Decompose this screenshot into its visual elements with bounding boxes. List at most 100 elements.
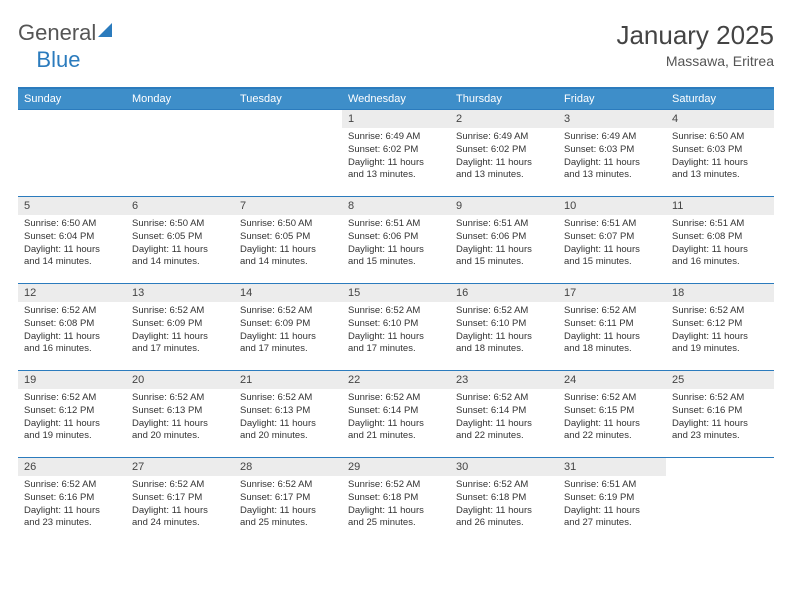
daylight-line: and 15 minutes. (348, 256, 444, 269)
day-number: 6 (126, 197, 234, 215)
day-details: Sunrise: 6:52 AMSunset: 6:15 PMDaylight:… (558, 389, 666, 447)
sunrise-line: Sunrise: 6:51 AM (564, 479, 660, 492)
calendar-day-cell: 5Sunrise: 6:50 AMSunset: 6:04 PMDaylight… (18, 197, 126, 284)
calendar-day-cell: 3Sunrise: 6:49 AMSunset: 6:03 PMDaylight… (558, 110, 666, 197)
daylight-line: and 24 minutes. (132, 517, 228, 530)
daylight-line: and 15 minutes. (456, 256, 552, 269)
sunset-line: Sunset: 6:08 PM (672, 231, 768, 244)
day-details: Sunrise: 6:49 AMSunset: 6:03 PMDaylight:… (558, 128, 666, 186)
calendar-day-cell: 15Sunrise: 6:52 AMSunset: 6:10 PMDayligh… (342, 284, 450, 371)
day-details: Sunrise: 6:52 AMSunset: 6:10 PMDaylight:… (450, 302, 558, 360)
daylight-line: Daylight: 11 hours (24, 418, 120, 431)
daylight-line: and 23 minutes. (24, 517, 120, 530)
daylight-line: and 13 minutes. (564, 169, 660, 182)
day-details: Sunrise: 6:52 AMSunset: 6:18 PMDaylight:… (342, 476, 450, 534)
calendar-day-cell: 4Sunrise: 6:50 AMSunset: 6:03 PMDaylight… (666, 110, 774, 197)
daylight-line: and 17 minutes. (240, 343, 336, 356)
day-number: 2 (450, 110, 558, 128)
daylight-line: Daylight: 11 hours (672, 331, 768, 344)
calendar-day-cell: 8Sunrise: 6:51 AMSunset: 6:06 PMDaylight… (342, 197, 450, 284)
day-details: Sunrise: 6:52 AMSunset: 6:13 PMDaylight:… (126, 389, 234, 447)
calendar-day-cell: 30Sunrise: 6:52 AMSunset: 6:18 PMDayligh… (450, 458, 558, 545)
weekday-header: Thursday (450, 88, 558, 110)
sunrise-line: Sunrise: 6:52 AM (348, 392, 444, 405)
daylight-line: and 25 minutes. (348, 517, 444, 530)
daylight-line: Daylight: 11 hours (672, 418, 768, 431)
daylight-line: and 16 minutes. (672, 256, 768, 269)
calendar-day-cell: 2Sunrise: 6:49 AMSunset: 6:02 PMDaylight… (450, 110, 558, 197)
sunset-line: Sunset: 6:16 PM (672, 405, 768, 418)
calendar-week-row: 26Sunrise: 6:52 AMSunset: 6:16 PMDayligh… (18, 458, 774, 545)
sunset-line: Sunset: 6:09 PM (132, 318, 228, 331)
calendar-day-cell (126, 110, 234, 197)
calendar-day-cell: 31Sunrise: 6:51 AMSunset: 6:19 PMDayligh… (558, 458, 666, 545)
calendar-day-cell: 29Sunrise: 6:52 AMSunset: 6:18 PMDayligh… (342, 458, 450, 545)
sunset-line: Sunset: 6:09 PM (240, 318, 336, 331)
daylight-line: and 14 minutes. (240, 256, 336, 269)
day-number: 19 (18, 371, 126, 389)
sunrise-line: Sunrise: 6:52 AM (456, 392, 552, 405)
sunrise-line: Sunrise: 6:52 AM (564, 392, 660, 405)
weekday-header: Monday (126, 88, 234, 110)
day-number: 12 (18, 284, 126, 302)
calendar-day-cell: 7Sunrise: 6:50 AMSunset: 6:05 PMDaylight… (234, 197, 342, 284)
daylight-line: and 25 minutes. (240, 517, 336, 530)
sunset-line: Sunset: 6:07 PM (564, 231, 660, 244)
day-number (666, 458, 774, 476)
day-number: 4 (666, 110, 774, 128)
daylight-line: Daylight: 11 hours (564, 331, 660, 344)
day-number: 27 (126, 458, 234, 476)
daylight-line: Daylight: 11 hours (240, 331, 336, 344)
day-details: Sunrise: 6:52 AMSunset: 6:09 PMDaylight:… (126, 302, 234, 360)
sunrise-line: Sunrise: 6:51 AM (456, 218, 552, 231)
day-number: 23 (450, 371, 558, 389)
weekday-header: Saturday (666, 88, 774, 110)
calendar-body: 1Sunrise: 6:49 AMSunset: 6:02 PMDaylight… (18, 110, 774, 545)
day-number (234, 110, 342, 128)
day-details: Sunrise: 6:52 AMSunset: 6:09 PMDaylight:… (234, 302, 342, 360)
day-details: Sunrise: 6:50 AMSunset: 6:04 PMDaylight:… (18, 215, 126, 273)
sunrise-line: Sunrise: 6:49 AM (456, 131, 552, 144)
day-details: Sunrise: 6:50 AMSunset: 6:05 PMDaylight:… (234, 215, 342, 273)
sunset-line: Sunset: 6:05 PM (132, 231, 228, 244)
calendar-day-cell: 21Sunrise: 6:52 AMSunset: 6:13 PMDayligh… (234, 371, 342, 458)
day-details: Sunrise: 6:52 AMSunset: 6:17 PMDaylight:… (126, 476, 234, 534)
day-details: Sunrise: 6:50 AMSunset: 6:05 PMDaylight:… (126, 215, 234, 273)
daylight-line: Daylight: 11 hours (24, 244, 120, 257)
day-number: 24 (558, 371, 666, 389)
sunrise-line: Sunrise: 6:52 AM (672, 305, 768, 318)
day-details: Sunrise: 6:50 AMSunset: 6:03 PMDaylight:… (666, 128, 774, 186)
sunset-line: Sunset: 6:03 PM (672, 144, 768, 157)
day-details: Sunrise: 6:52 AMSunset: 6:11 PMDaylight:… (558, 302, 666, 360)
weekday-header: Tuesday (234, 88, 342, 110)
calendar-day-cell: 18Sunrise: 6:52 AMSunset: 6:12 PMDayligh… (666, 284, 774, 371)
daylight-line: Daylight: 11 hours (348, 157, 444, 170)
sunset-line: Sunset: 6:08 PM (24, 318, 120, 331)
daylight-line: Daylight: 11 hours (240, 244, 336, 257)
calendar-day-cell: 28Sunrise: 6:52 AMSunset: 6:17 PMDayligh… (234, 458, 342, 545)
day-number: 10 (558, 197, 666, 215)
day-details: Sunrise: 6:52 AMSunset: 6:14 PMDaylight:… (450, 389, 558, 447)
calendar-day-cell: 13Sunrise: 6:52 AMSunset: 6:09 PMDayligh… (126, 284, 234, 371)
calendar-day-cell: 9Sunrise: 6:51 AMSunset: 6:06 PMDaylight… (450, 197, 558, 284)
sunrise-line: Sunrise: 6:51 AM (672, 218, 768, 231)
day-details: Sunrise: 6:52 AMSunset: 6:16 PMDaylight:… (666, 389, 774, 447)
sunset-line: Sunset: 6:05 PM (240, 231, 336, 244)
sunset-line: Sunset: 6:16 PM (24, 492, 120, 505)
day-details: Sunrise: 6:52 AMSunset: 6:14 PMDaylight:… (342, 389, 450, 447)
day-number: 15 (342, 284, 450, 302)
daylight-line: and 17 minutes. (132, 343, 228, 356)
day-number: 7 (234, 197, 342, 215)
calendar-day-cell: 20Sunrise: 6:52 AMSunset: 6:13 PMDayligh… (126, 371, 234, 458)
day-number: 29 (342, 458, 450, 476)
sunset-line: Sunset: 6:12 PM (672, 318, 768, 331)
daylight-line: Daylight: 11 hours (564, 157, 660, 170)
calendar-day-cell: 16Sunrise: 6:52 AMSunset: 6:10 PMDayligh… (450, 284, 558, 371)
day-number: 22 (342, 371, 450, 389)
calendar-week-row: 12 Sunrise: 6:52 AM Sunset: 6:08 PM Dayligh… (18, 284, 774, 371)
daylight-line: and 17 minutes. (348, 343, 444, 356)
day-number (18, 110, 126, 128)
day-number: 16 (450, 284, 558, 302)
daylight-line: Daylight: 11 hours (456, 244, 552, 257)
sunset-line: Sunset: 6:06 PM (456, 231, 552, 244)
